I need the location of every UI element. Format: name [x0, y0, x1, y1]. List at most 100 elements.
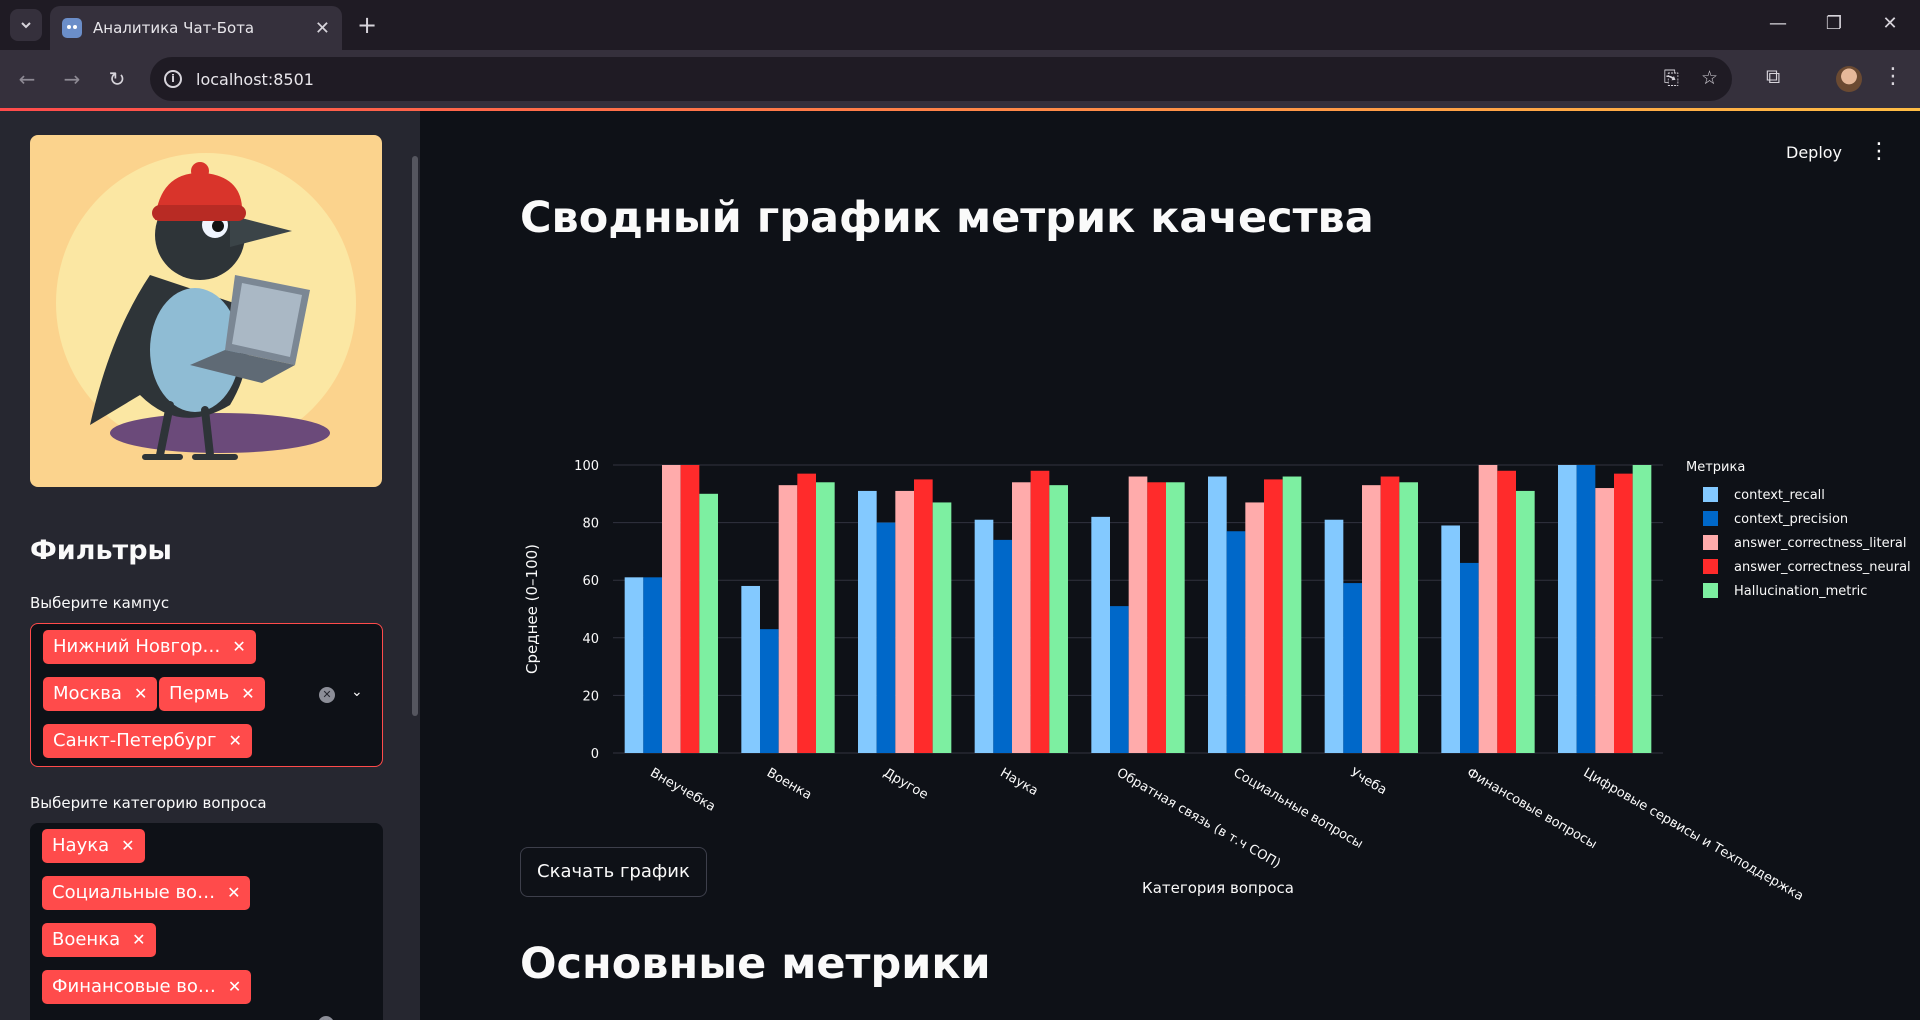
chart-heading: Сводный график метрик качества	[520, 193, 1374, 243]
back-icon[interactable]: ←	[18, 67, 36, 91]
bar	[1091, 516, 1110, 753]
legend-swatch	[1703, 511, 1718, 526]
raven-logo-image	[30, 135, 382, 487]
url-text[interactable]: localhost:8501	[196, 69, 314, 89]
bar	[1441, 525, 1460, 753]
y-tick-label: 80	[582, 517, 599, 532]
download-chart-button[interactable]: Скачать график	[520, 847, 707, 897]
remove-chip-icon[interactable]: ✕	[227, 977, 242, 996]
category-chip[interactable]: Наука ✕	[42, 829, 145, 863]
robot-favicon-icon	[62, 18, 82, 38]
bar	[1324, 519, 1344, 753]
tab-close-icon[interactable]: ✕	[314, 17, 330, 39]
x-axis-title: Категория вопроса	[1142, 879, 1294, 897]
category-chip[interactable]: Военка ✕	[42, 923, 156, 957]
bar	[1282, 476, 1302, 753]
clear-all-icon[interactable]: ✕	[319, 687, 335, 703]
category-multiselect[interactable]: Наука ✕ Социальные во… ✕ Военка ✕ Финансовы…	[30, 823, 383, 1020]
bar	[1558, 465, 1577, 753]
app-menu-icon[interactable]: ⋮	[1868, 139, 1890, 164]
bar	[932, 502, 952, 753]
bar	[1110, 606, 1129, 753]
bar	[858, 490, 877, 753]
legend-label: context_recall	[1734, 488, 1825, 503]
remove-chip-icon[interactable]: ✕	[121, 836, 135, 855]
campus-chip[interactable]: Москва ✕	[43, 677, 158, 711]
clear-all-icon[interactable]: ✕	[318, 1016, 334, 1020]
browser-toolbar: ← → ↻ i localhost:8501 ⎘ ☆ ⧉ ⋮	[0, 50, 1920, 108]
x-tick-label: Социальные вопросы	[1231, 765, 1366, 851]
remove-chip-icon[interactable]: ✕	[132, 930, 146, 949]
raven-illustration	[56, 153, 356, 460]
category-chip[interactable]: Социальные во… ✕	[42, 876, 251, 910]
remove-chip-icon[interactable]: ✕	[232, 637, 246, 656]
bar	[643, 577, 662, 753]
x-tick-label: Финансовые вопросы	[1464, 765, 1599, 852]
site-info-icon[interactable]: i	[164, 70, 182, 88]
legend-label: context_precision	[1734, 512, 1848, 527]
bar	[778, 485, 798, 753]
legend-title: Метрика	[1686, 460, 1745, 475]
campus-chip[interactable]: Пермь ✕	[159, 677, 265, 711]
bar	[1576, 465, 1596, 753]
close-window-icon[interactable]: ✕	[1882, 13, 1898, 34]
y-axis-title: Среднее (0–100)	[523, 544, 541, 674]
legend-label: Hallucination_metric	[1734, 584, 1867, 599]
translate-icon[interactable]: ⎘	[1663, 67, 1679, 89]
category-chip[interactable]: Финансовые во… ✕	[42, 970, 252, 1004]
remove-chip-icon[interactable]: ✕	[241, 684, 255, 703]
legend-label: answer_correctness_literal	[1734, 536, 1907, 551]
tab-search-button[interactable]	[10, 9, 42, 41]
legend-swatch	[1703, 583, 1718, 598]
address-bar[interactable]: i localhost:8501 ⎘ ☆	[150, 57, 1732, 101]
campus-multiselect[interactable]: Нижний Новгор… ✕ Москва ✕ Пермь ✕ Санкт-Пет…	[30, 623, 383, 767]
reload-icon[interactable]: ↻	[108, 67, 126, 91]
tab-title: Аналитика Чат-Бота	[93, 19, 255, 37]
category-label: Выберите категорию вопроса	[30, 794, 267, 812]
bar	[662, 465, 681, 753]
x-tick-label: Военка	[764, 765, 814, 803]
legend-label: answer_correctness_neural	[1734, 560, 1911, 575]
remove-chip-icon[interactable]: ✕	[228, 731, 242, 750]
bar	[797, 473, 816, 753]
bar	[699, 493, 718, 753]
browser-tab[interactable]: Аналитика Чат-Бота ✕	[50, 6, 342, 50]
bar	[1478, 465, 1498, 753]
metrics-heading: Основные метрики	[520, 939, 991, 989]
bar	[760, 629, 779, 753]
bar	[914, 479, 933, 753]
y-tick-label: 100	[574, 459, 599, 474]
bar	[1166, 482, 1185, 753]
profile-avatar[interactable]	[1836, 66, 1862, 92]
x-tick-label: Цифровые сервисы и Техподдержка	[1581, 765, 1806, 904]
x-tick-label: Учеба	[1347, 765, 1389, 798]
bar	[1516, 490, 1535, 753]
remove-chip-icon[interactable]: ✕	[133, 684, 148, 703]
minimize-icon[interactable]: —	[1769, 13, 1787, 34]
deploy-button[interactable]: Deploy	[1786, 143, 1843, 162]
bar	[1208, 476, 1227, 753]
y-tick-label: 60	[582, 574, 599, 589]
forward-icon[interactable]: →	[63, 67, 81, 91]
y-tick-label: 40	[582, 632, 599, 647]
campus-chip[interactable]: Нижний Новгор… ✕	[43, 630, 256, 664]
new-tab-icon[interactable]: +	[356, 11, 378, 39]
bar	[1399, 482, 1418, 753]
restore-icon[interactable]: ❐	[1825, 13, 1843, 34]
bar	[876, 522, 896, 753]
remove-chip-icon[interactable]: ✕	[227, 883, 241, 902]
extensions-icon[interactable]: ⧉	[1766, 64, 1781, 88]
chevron-down-icon	[21, 22, 31, 29]
sidebar-scrollbar[interactable]	[412, 156, 418, 716]
y-tick-label: 0	[591, 747, 599, 762]
bar	[1632, 465, 1652, 753]
bar	[680, 465, 700, 753]
browser-menu-icon[interactable]: ⋮	[1882, 64, 1904, 89]
campus-chip[interactable]: Санкт-Петербург ✕	[43, 724, 252, 758]
bar	[1245, 502, 1264, 753]
bar	[1012, 482, 1031, 753]
chevron-down-icon[interactable]: ⌄	[350, 1013, 362, 1020]
bookmark-star-icon[interactable]: ☆	[1700, 67, 1718, 89]
chevron-down-icon[interactable]: ⌄	[351, 684, 363, 700]
